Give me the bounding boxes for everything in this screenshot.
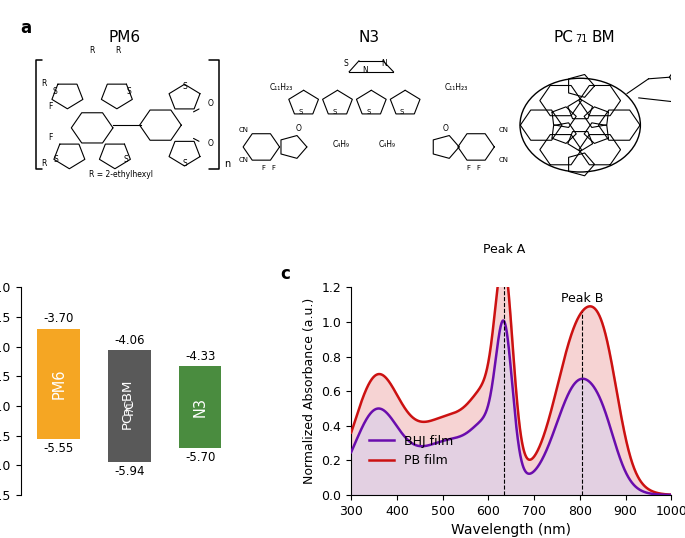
PB film xyxy=(425,418,433,424)
Text: S: S xyxy=(52,87,57,96)
Text: -4.33: -4.33 xyxy=(185,350,215,363)
Text: O: O xyxy=(208,99,214,108)
PB film xyxy=(499,257,507,264)
Legend: BHJ film, PB film: BHJ film, PB film xyxy=(364,430,458,472)
Text: R: R xyxy=(89,46,95,55)
Text: S: S xyxy=(54,155,59,164)
BHJ film xyxy=(662,492,671,498)
BHJ film xyxy=(425,442,433,449)
Text: Peak A: Peak A xyxy=(483,243,525,256)
Text: S: S xyxy=(126,87,131,96)
Text: PM6: PM6 xyxy=(109,30,140,45)
Text: R: R xyxy=(41,79,47,88)
PB film xyxy=(662,491,671,498)
Text: Peak B: Peak B xyxy=(561,292,603,305)
Text: a: a xyxy=(20,19,31,37)
Text: -3.70: -3.70 xyxy=(43,312,74,325)
PB film xyxy=(347,429,356,436)
Text: PC$_{71}$BM: PC$_{71}$BM xyxy=(122,380,137,431)
Bar xyxy=(38,329,80,438)
Text: F: F xyxy=(466,165,471,171)
Text: F: F xyxy=(476,165,480,171)
X-axis label: Wavelength (nm): Wavelength (nm) xyxy=(451,523,571,537)
Text: F: F xyxy=(271,165,275,171)
Text: O: O xyxy=(295,124,301,132)
Text: S: S xyxy=(344,59,349,68)
Text: R: R xyxy=(115,46,121,55)
Text: PM6: PM6 xyxy=(51,369,66,399)
Text: -5.55: -5.55 xyxy=(44,442,74,455)
BHJ film xyxy=(458,433,466,439)
Text: CN: CN xyxy=(499,126,509,133)
Text: C₁₁H₂₃: C₁₁H₂₃ xyxy=(445,83,468,91)
Text: R = 2-ethylhexyl: R = 2-ethylhexyl xyxy=(90,170,153,179)
PB film xyxy=(515,421,523,427)
Text: S: S xyxy=(183,159,188,168)
Text: S: S xyxy=(366,109,371,115)
Text: 71: 71 xyxy=(575,33,587,44)
Line: PB film: PB film xyxy=(351,260,671,494)
Text: F: F xyxy=(48,133,52,143)
Text: n: n xyxy=(224,159,230,169)
Text: -5.70: -5.70 xyxy=(185,451,215,464)
Text: S: S xyxy=(183,82,188,91)
Text: PC: PC xyxy=(123,398,136,415)
BHJ film xyxy=(495,332,503,338)
PB film xyxy=(458,406,466,412)
BHJ film xyxy=(515,447,523,453)
Text: C₁₁H₂₃: C₁₁H₂₃ xyxy=(269,83,292,91)
Line: BHJ film: BHJ film xyxy=(351,321,671,495)
Text: PC: PC xyxy=(553,30,573,45)
Text: CN: CN xyxy=(238,126,249,133)
Text: -5.94: -5.94 xyxy=(114,465,145,478)
Text: N: N xyxy=(362,66,368,75)
Text: F: F xyxy=(261,165,265,171)
Text: CN: CN xyxy=(499,157,509,163)
Text: N: N xyxy=(382,59,388,68)
Text: O: O xyxy=(443,124,448,132)
Text: R: R xyxy=(41,159,47,168)
Text: S: S xyxy=(400,109,404,115)
Text: F: F xyxy=(48,102,52,111)
PB film xyxy=(667,491,675,498)
Text: S: S xyxy=(299,109,303,115)
Text: C₄H₉: C₄H₉ xyxy=(378,140,395,149)
BHJ film xyxy=(607,427,615,434)
Bar xyxy=(108,350,151,462)
Bar xyxy=(179,366,221,448)
Text: c: c xyxy=(281,265,290,283)
BHJ film xyxy=(499,317,508,324)
PB film xyxy=(607,357,615,364)
Text: N3: N3 xyxy=(358,30,379,45)
Text: N3: N3 xyxy=(192,397,208,417)
Text: -4.06: -4.06 xyxy=(114,334,145,346)
Text: O: O xyxy=(208,139,214,148)
Y-axis label: Normalized Absorbance (a.u.): Normalized Absorbance (a.u.) xyxy=(303,298,316,484)
Text: C₄H₉: C₄H₉ xyxy=(333,140,350,149)
PB film xyxy=(495,273,503,279)
Text: S: S xyxy=(123,155,128,164)
BHJ film xyxy=(667,492,675,498)
Text: S: S xyxy=(332,109,336,115)
Text: BM: BM xyxy=(592,30,616,45)
BHJ film xyxy=(347,449,356,455)
Text: CN: CN xyxy=(238,157,249,163)
